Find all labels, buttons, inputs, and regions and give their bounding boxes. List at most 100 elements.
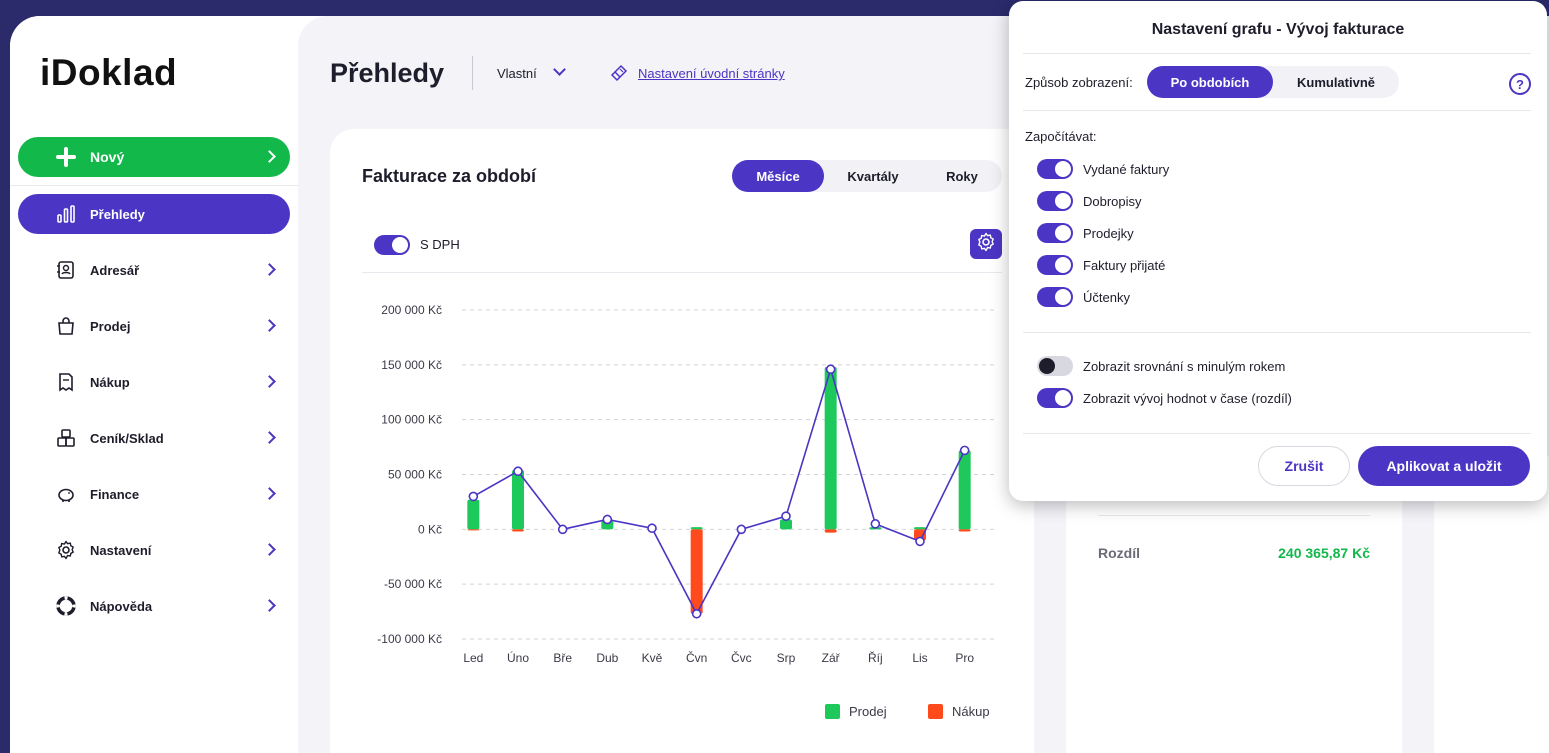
bar-prodej <box>914 527 926 530</box>
chevron-right-icon <box>263 599 276 612</box>
sidebar-item-finance[interactable]: Finance <box>18 474 290 514</box>
homepage-settings-link[interactable]: Nastavení úvodní stránky <box>638 66 785 81</box>
x-tick-label: Zář <box>822 651 841 665</box>
chart-card-title: Fakturace za období <box>362 166 537 186</box>
sidebar-item-prehledy[interactable]: Přehledy <box>18 194 290 234</box>
toggle-knob <box>1055 225 1071 241</box>
toggle-faktury-prijate[interactable] <box>1037 255 1073 275</box>
sidebar-item-cenik-sklad[interactable]: Ceník/Sklad <box>18 418 290 458</box>
option-label: Účtenky <box>1083 290 1130 305</box>
plus-icon <box>54 145 78 169</box>
difference-label: Rozdíl <box>1098 545 1140 561</box>
tab-kumulativne[interactable]: Kumulativně <box>1296 74 1375 90</box>
chart-card: Fakturace za období Měsíce Kvartály Roky… <box>330 129 1034 753</box>
x-tick-label: Čvc <box>731 650 752 665</box>
billing-chart: 200 000 Kč 150 000 Kč 100 000 Kč 50 000 Kč 0… <box>377 303 998 719</box>
tab-mesice[interactable]: Měsíce <box>732 160 824 192</box>
gear-icon <box>976 232 996 257</box>
toggle-dobropisy[interactable] <box>1037 191 1073 211</box>
y-tick-label: 150 000 Kč <box>381 358 442 372</box>
chevron-right-icon <box>263 487 276 500</box>
toggle-compare-last-year[interactable] <box>1037 356 1073 376</box>
option-label: Prodejky <box>1083 226 1134 241</box>
toggle-uctenky[interactable] <box>1037 287 1073 307</box>
legend-swatch-nákup <box>928 704 943 719</box>
y-tick-label: 100 000 Kč <box>381 413 442 427</box>
summary-card-right <box>1434 456 1549 753</box>
x-tick-label: Říj <box>868 650 883 665</box>
apply-save-button[interactable]: Aplikovat a uložit <box>1358 446 1530 486</box>
bar-prodej <box>690 527 703 530</box>
logo[interactable]: iDoklad <box>40 52 178 93</box>
chart-settings-dialog: Nastavení grafu - Vývoj fakturace Způsob… <box>1009 1 1547 501</box>
new-button[interactable]: Nový <box>18 137 290 177</box>
toggle-knob <box>1055 193 1071 209</box>
toggle-knob <box>1055 390 1071 406</box>
line-point <box>870 519 881 529</box>
difference-line <box>472 366 966 616</box>
toggle-knob <box>1039 358 1055 374</box>
divider <box>10 185 298 186</box>
y-tick-label: 200 000 Kč <box>381 303 442 317</box>
toggle-knob <box>1055 257 1071 273</box>
line-point <box>825 364 836 375</box>
bar-prodej <box>958 450 971 530</box>
sidebar: iDoklad Nový Přehledy Adresář Prodej <box>10 16 298 753</box>
vat-toggle[interactable] <box>374 235 410 255</box>
chevron-right-icon <box>263 375 276 388</box>
sidebar-item-label: Nastavení <box>90 542 152 558</box>
divider <box>362 272 1002 273</box>
help-icon[interactable]: ? <box>1509 73 1531 95</box>
option-label: Zobrazit vývoj hodnot v čase (rozdíl) <box>1083 391 1292 406</box>
tab-kvartaly[interactable]: Kvartály <box>847 168 899 184</box>
option-label: Dobropisy <box>1083 194 1142 209</box>
x-tick-label: Čvn <box>686 650 707 665</box>
x-tick-label: Pro <box>955 651 974 665</box>
legend-swatch-prodej <box>825 704 840 719</box>
chart-settings-button[interactable] <box>970 229 1002 259</box>
toggle-knob <box>1055 161 1071 177</box>
sidebar-item-napoveda[interactable]: Nápověda <box>18 586 290 626</box>
sidebar-item-label: Nápověda <box>90 598 153 614</box>
sidebar-item-adresar[interactable]: Adresář <box>18 250 290 290</box>
dialog-title: Nastavení grafu - Vývoj fakturace <box>1151 21 1405 38</box>
bar-chart-icon <box>56 204 76 224</box>
sidebar-item-nakup[interactable]: Nákup <box>18 362 290 402</box>
difference-value: 240 365,87 Kč <box>1278 545 1370 561</box>
tab-po-obdobich[interactable]: Po obdobích <box>1147 66 1273 98</box>
divider <box>1023 332 1531 333</box>
chevron-right-icon <box>263 150 276 163</box>
toggle-prodejky[interactable] <box>1037 223 1073 243</box>
sidebar-item-nastaveni[interactable]: Nastavení <box>18 530 290 570</box>
line-point <box>468 491 479 502</box>
bar-prodej <box>780 519 792 530</box>
bar-prodej <box>824 367 837 530</box>
summary-card: Rozdíl 240 365,87 Kč <box>1066 456 1402 753</box>
bar-nákup <box>958 529 971 532</box>
bar-nákup <box>512 529 524 532</box>
view-select[interactable]: Vlastní <box>497 66 537 81</box>
x-tick-label: Bře <box>553 651 572 665</box>
divider <box>1023 110 1531 111</box>
x-tick-label: Úno <box>507 650 529 665</box>
tab-roky[interactable]: Roky <box>946 168 978 184</box>
chevron-right-icon <box>263 319 276 332</box>
toggle-vydane-faktury[interactable] <box>1037 159 1073 179</box>
sidebar-item-prodej[interactable]: Prodej <box>18 306 290 346</box>
cancel-button[interactable]: Zrušit <box>1258 446 1350 486</box>
x-tick-label: Srp <box>777 651 796 665</box>
bar-nákup <box>690 529 703 614</box>
sidebar-item-label: Ceník/Sklad <box>90 430 164 446</box>
bar-nákup <box>467 529 480 531</box>
brush-icon[interactable] <box>610 64 628 87</box>
bar-nákup <box>824 529 837 533</box>
option-label: Faktury přijaté <box>1083 258 1166 273</box>
page-title: Přehledy <box>330 58 445 88</box>
x-tick-label: Lis <box>912 651 927 665</box>
shopping-bag-icon <box>56 316 76 336</box>
x-tick-label: Dub <box>596 651 618 665</box>
toggle-show-difference[interactable] <box>1037 388 1073 408</box>
toggle-knob <box>1055 289 1071 305</box>
lifebuoy-icon <box>56 596 76 616</box>
line-point <box>513 466 523 477</box>
